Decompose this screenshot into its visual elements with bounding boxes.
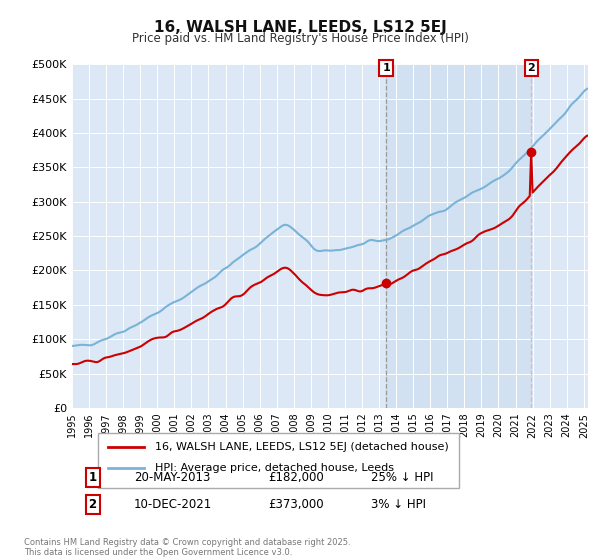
- Text: 16, WALSH LANE, LEEDS, LS12 5EJ (detached house): 16, WALSH LANE, LEEDS, LS12 5EJ (detache…: [155, 441, 448, 451]
- Bar: [386, 64, 531, 408]
- Text: HPI: Average price, detached house, Leeds: HPI: Average price, detached house, Leed…: [155, 463, 394, 473]
- Text: Price paid vs. HM Land Registry's House Price Index (HPI): Price paid vs. HM Land Registry's House …: [131, 32, 469, 45]
- Text: 16, WALSH LANE, LEEDS, LS12 5EJ: 16, WALSH LANE, LEEDS, LS12 5EJ: [154, 20, 446, 35]
- Text: £373,000: £373,000: [268, 498, 324, 511]
- Text: £182,000: £182,000: [268, 471, 324, 484]
- Text: 2: 2: [527, 63, 535, 73]
- Text: 3% ↓ HPI: 3% ↓ HPI: [371, 498, 426, 511]
- Text: 25% ↓ HPI: 25% ↓ HPI: [371, 471, 434, 484]
- Text: 2: 2: [89, 498, 97, 511]
- Text: Contains HM Land Registry data © Crown copyright and database right 2025.
This d: Contains HM Land Registry data © Crown c…: [24, 538, 350, 557]
- Text: 1: 1: [89, 471, 97, 484]
- Text: 10-DEC-2021: 10-DEC-2021: [134, 498, 212, 511]
- Text: 20-MAY-2013: 20-MAY-2013: [134, 471, 210, 484]
- Text: 1: 1: [382, 63, 390, 73]
